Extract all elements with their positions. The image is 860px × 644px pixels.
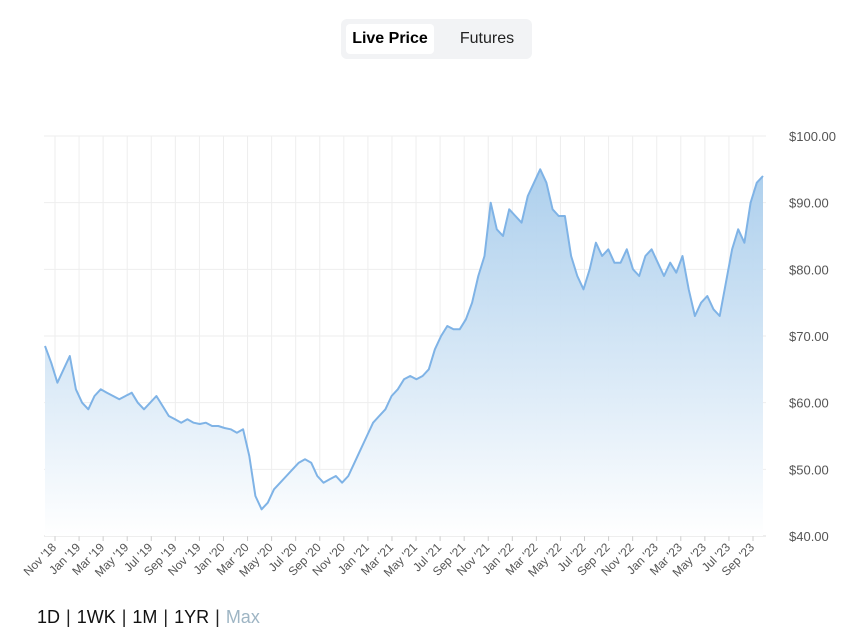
- price-type-tabs: Live Price Futures: [341, 19, 532, 59]
- y-tick-label: $80.00: [789, 262, 829, 277]
- price-area-fill: [45, 169, 763, 537]
- y-tick-label: $70.00: [789, 329, 829, 344]
- y-tick-label: $50.00: [789, 462, 829, 477]
- range-separator: |: [121, 607, 127, 627]
- y-tick-label: $100.00: [789, 129, 836, 144]
- y-tick-label: $40.00: [789, 529, 829, 544]
- range-1d[interactable]: 1D: [37, 607, 61, 627]
- range-separator: |: [215, 607, 220, 627]
- tab-live-price[interactable]: Live Price: [346, 24, 434, 54]
- range-max[interactable]: Max: [225, 607, 260, 627]
- tab-futures[interactable]: Futures: [459, 30, 515, 47]
- range-1m[interactable]: 1M: [132, 607, 158, 627]
- price-chart: $40.00 $50.00 $60.00 $70.00 $80.00 $90.00 $100…: [21, 129, 836, 580]
- price-line: [44, 168, 764, 511]
- range-1wk[interactable]: 1WK: [76, 607, 116, 627]
- range-separator: |: [163, 607, 169, 627]
- time-range-selector: 1D | 1WK | 1M | 1YR | Max: [37, 607, 260, 628]
- range-separator: |: [66, 607, 71, 627]
- y-tick-label: $90.00: [789, 196, 829, 211]
- range-1yr[interactable]: 1YR: [174, 607, 210, 627]
- y-tick-label: $60.00: [789, 396, 829, 411]
